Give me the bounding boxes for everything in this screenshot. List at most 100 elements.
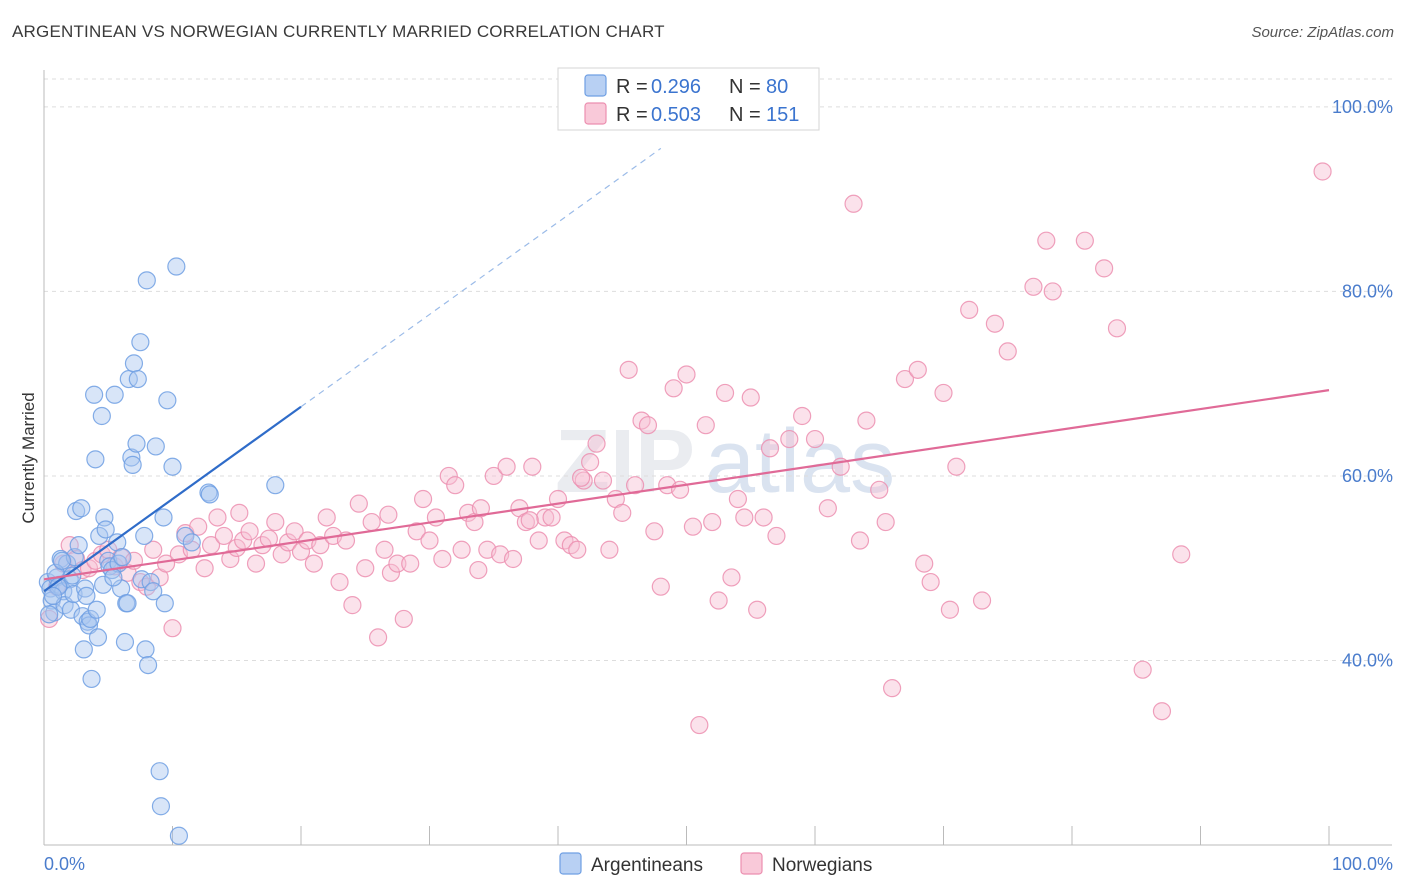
- series-legend-label-norwegians: Norwegians: [772, 855, 872, 876]
- point-norwegians-120: [850, 531, 870, 550]
- point-norwegians-90: [619, 360, 638, 379]
- point-norwegians-56: [401, 554, 420, 573]
- point-norwegians-117: [818, 499, 837, 518]
- point-norwegians-128: [921, 572, 940, 592]
- point-argentineans-30: [94, 575, 113, 594]
- point-norwegians-109: [741, 388, 760, 407]
- point-norwegians-31: [240, 522, 259, 541]
- point-argentineans-79: [104, 568, 123, 587]
- point-norwegians-85: [587, 434, 606, 453]
- point-norwegians-82: [568, 540, 587, 559]
- point-norwegians-148: [469, 560, 488, 580]
- legend-swatch-norwegians: [584, 102, 607, 125]
- point-argentineans-71: [266, 476, 285, 495]
- legend-r-label-1: R =: [616, 76, 648, 98]
- point-norwegians-131: [947, 457, 966, 476]
- point-norwegians-92: [632, 411, 651, 430]
- point-argentineans-63: [158, 391, 177, 410]
- point-norwegians-129: [934, 383, 953, 403]
- point-argentineans-40: [113, 548, 132, 567]
- y-axis-label: Currently Married: [19, 392, 38, 523]
- point-norwegians-106: [722, 568, 741, 587]
- point-argentineans-36: [105, 385, 124, 404]
- point-argentineans-43: [118, 594, 137, 613]
- point-norwegians-124: [882, 679, 902, 698]
- point-argentineans-25: [86, 450, 105, 469]
- point-argentineans-64: [163, 457, 182, 476]
- point-norwegians-123: [876, 512, 895, 532]
- point-norwegians-41: [304, 554, 323, 573]
- point-norwegians-146: [230, 503, 249, 522]
- point-norwegians-51: [369, 628, 388, 647]
- chart-title: ARGENTINEAN VS NORWEGIAN CURRENTLY MARRI…: [12, 22, 665, 41]
- point-norwegians-107: [728, 489, 748, 509]
- point-norwegians-144: [1172, 545, 1191, 564]
- point-argentineans-47: [124, 354, 144, 373]
- point-norwegians-45: [330, 572, 349, 592]
- point-argentineans-26: [87, 600, 106, 619]
- point-norwegians-105: [715, 383, 735, 403]
- x-tick-label-min: 0.0%: [44, 854, 85, 874]
- point-norwegians-77: [536, 508, 555, 527]
- point-argentineans-22: [81, 609, 100, 629]
- point-norwegians-116: [805, 429, 825, 449]
- point-norwegians-140: [1095, 259, 1114, 278]
- point-norwegians-136: [1024, 277, 1043, 296]
- legend-n-value-1: 80: [766, 76, 788, 98]
- point-argentineans-68: [182, 533, 201, 552]
- point-norwegians-111: [754, 508, 773, 527]
- point-argentineans-46: [123, 455, 142, 474]
- point-norwegians-16: [144, 540, 163, 559]
- y-tick-label-60: 60.0%: [1342, 466, 1393, 486]
- point-argentineans-74: [52, 551, 72, 570]
- point-norwegians-122: [870, 480, 889, 499]
- point-norwegians-50: [362, 512, 381, 532]
- point-norwegians-125: [895, 369, 915, 389]
- point-norwegians-76: [529, 531, 548, 550]
- point-norwegians-141: [1107, 319, 1127, 338]
- point-norwegians-62: [439, 466, 458, 486]
- point-norwegians-47: [343, 596, 362, 615]
- legend-r-value-2: 0.503: [651, 104, 701, 126]
- stats-legend: R = 0.296 N = 80 R = 0.503 N = 151: [557, 67, 820, 131]
- point-argentineans-60: [151, 797, 171, 816]
- point-norwegians-115: [793, 406, 812, 426]
- legend-r-value-1: 0.296: [651, 76, 701, 98]
- point-norwegians-23: [189, 517, 208, 536]
- point-norwegians-103: [703, 512, 722, 532]
- series-legend: Argentineans Norwegians: [559, 852, 872, 876]
- point-norwegians-104: [709, 591, 728, 610]
- point-argentineans-55: [138, 655, 158, 675]
- legend-swatch-argentineans: [584, 74, 607, 97]
- legend-n-value-2: 151: [766, 104, 799, 126]
- legend-r-label-2: R =: [616, 104, 648, 126]
- point-argentineans-27: [88, 628, 108, 647]
- point-argentineans-14: [67, 501, 86, 521]
- y-tick-label-40: 40.0%: [1342, 650, 1393, 670]
- point-norwegians-149: [520, 511, 539, 530]
- point-norwegians-19: [163, 619, 182, 638]
- point-norwegians-72: [503, 549, 523, 569]
- point-argentineans-16: [72, 499, 91, 518]
- point-argentineans-15: [69, 536, 88, 555]
- x-axis-ticks: [43, 826, 1330, 845]
- point-argentineans-54: [137, 271, 156, 290]
- point-norwegians-28: [221, 549, 240, 569]
- point-norwegians-91: [625, 476, 645, 495]
- point-norwegians-139: [1075, 231, 1094, 250]
- point-argentineans-76: [43, 586, 63, 605]
- point-argentineans-23: [82, 669, 101, 689]
- data-points: [38, 162, 1332, 845]
- point-argentineans-67: [176, 526, 195, 546]
- point-norwegians-63: [446, 476, 465, 495]
- point-norwegians-97: [664, 379, 683, 398]
- source-credit: Source: ZipAtlas.com: [1251, 24, 1394, 41]
- point-norwegians-67: [471, 499, 490, 518]
- point-norwegians-95: [651, 577, 670, 596]
- point-argentineans-65: [167, 257, 186, 276]
- point-argentineans-49: [128, 369, 147, 389]
- point-argentineans-62: [155, 594, 174, 613]
- point-norwegians-80: [555, 531, 574, 550]
- point-norwegians-121: [857, 411, 876, 430]
